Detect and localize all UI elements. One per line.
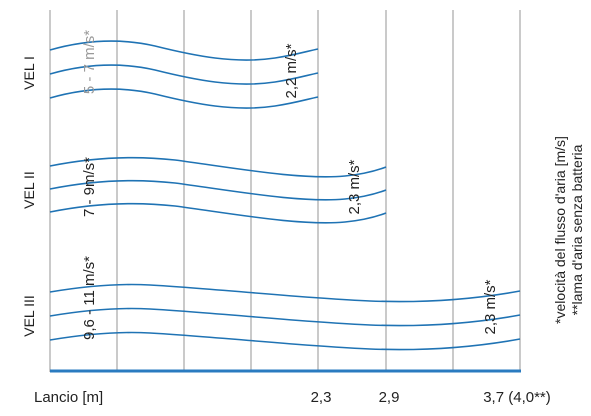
footnote-air-blade: **lama d'aria senza batteria [569,144,585,315]
end-speed-label-vel-3: 2,3 m/s* [482,279,499,334]
flow-line [49,202,387,224]
grid [49,10,521,372]
flow-line [49,179,387,201]
tick-label: 2,3 [311,389,332,406]
flow-line [49,64,319,85]
footnote-air-speed: *velocità del flusso d'aria [m/s] [552,136,568,324]
flow-line [49,156,387,178]
end-speed-label-vel-1: 2,2 m/s* [283,43,300,98]
speed-label-vel-3: 9,6 - 11 m/s* [81,256,98,340]
speed-label-vel-1: 5 - 7 m/s* [81,30,98,94]
flow-lines-vel-2 [49,156,387,224]
level-name-vel-2: VEL II [21,171,37,209]
flow-line [49,40,319,61]
flow-line [49,88,319,109]
tick-label: 2,9 [379,389,400,406]
level-name-vel-3: VEL III [21,295,37,337]
flow-line [49,331,521,351]
flow-line [49,307,521,327]
end-speed-label-vel-2: 2,3 m/s* [346,159,363,214]
tick-label: 3,7 (4,0**) [483,389,551,406]
speed-label-vel-2: 7 - 9m/s* [81,157,98,217]
flow-line [49,283,521,303]
flow-lines-vel-3 [49,283,521,351]
axis-label: Lancio [m] [34,389,103,406]
level-name-vel-1: VEL I [21,56,37,90]
flow-lines-vel-1 [49,40,319,109]
